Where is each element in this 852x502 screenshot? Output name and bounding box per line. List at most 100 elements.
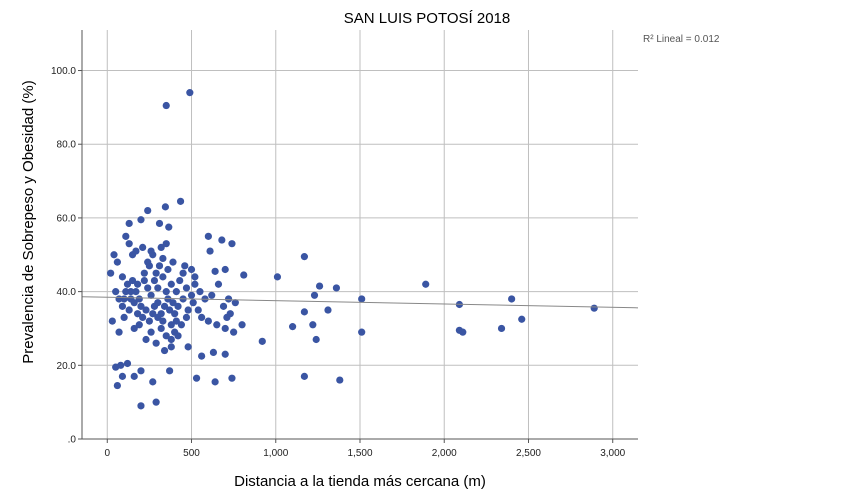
data-point — [115, 328, 123, 336]
data-point — [140, 276, 148, 285]
data-point — [130, 324, 138, 333]
y-tick-label: 40.0 — [57, 287, 77, 298]
data-point — [209, 348, 218, 357]
data-point — [144, 258, 152, 266]
data-point — [122, 232, 130, 240]
data-point — [315, 282, 324, 290]
data-point — [310, 291, 319, 299]
data-point — [159, 273, 167, 281]
data-point — [459, 328, 467, 336]
data-point — [164, 265, 172, 274]
data-point — [118, 273, 127, 281]
data-point — [228, 240, 236, 248]
data-point — [130, 299, 138, 307]
data-point — [137, 367, 145, 375]
data-point — [228, 374, 236, 382]
data-point — [120, 313, 128, 322]
data-point — [174, 332, 182, 340]
y-tick-label: 100.0 — [51, 66, 76, 77]
data-point — [118, 302, 127, 310]
data-point — [206, 247, 214, 255]
data-point — [157, 243, 165, 251]
data-point — [152, 339, 160, 347]
data-point — [219, 302, 228, 310]
data-point — [497, 324, 506, 333]
data-point — [214, 280, 223, 288]
data-point — [218, 236, 226, 244]
data-point — [127, 288, 135, 296]
data-point — [167, 280, 175, 288]
data-point — [167, 343, 175, 351]
data-point — [159, 254, 167, 263]
data-point — [166, 306, 174, 314]
data-point — [112, 288, 120, 296]
data-point — [221, 265, 229, 274]
data-point — [140, 269, 148, 277]
data-point — [172, 288, 180, 296]
data-point — [118, 372, 127, 380]
data-point — [107, 269, 115, 277]
data-point — [174, 302, 182, 310]
data-point — [224, 295, 233, 303]
y-axis-label: Prevalencia de Sobrepeso y Obesidad (%) — [20, 80, 37, 364]
data-point — [176, 197, 185, 205]
x-axis-label: Distancia a la tienda más cercana (m) — [234, 473, 486, 490]
data-point — [135, 295, 143, 303]
data-point — [147, 291, 155, 299]
data-point — [211, 378, 219, 386]
data-point — [125, 306, 133, 314]
data-point — [182, 284, 191, 292]
x-tick-label: 3,000 — [600, 448, 625, 459]
x-tick-label: 0 — [104, 448, 110, 459]
data-point — [192, 374, 201, 382]
data-point — [191, 273, 199, 281]
data-point — [137, 402, 145, 410]
data-point — [221, 324, 229, 333]
data-point — [230, 328, 238, 336]
data-point — [238, 321, 246, 329]
data-point — [184, 343, 192, 351]
data-point — [147, 247, 155, 255]
data-point — [162, 101, 170, 110]
data-point — [125, 219, 133, 228]
data-point — [137, 302, 145, 310]
data-point — [518, 315, 526, 323]
data-point — [122, 288, 130, 296]
data-point — [139, 243, 147, 251]
data-point — [221, 350, 229, 358]
data-point — [194, 306, 202, 314]
data-point — [231, 299, 239, 307]
data-point — [590, 304, 598, 312]
data-point — [128, 276, 137, 285]
data-point — [300, 372, 308, 380]
data-point — [155, 219, 164, 228]
data-point — [167, 321, 175, 329]
data-point — [204, 232, 212, 240]
data-point — [130, 372, 138, 380]
data-point — [189, 299, 197, 307]
data-point — [152, 269, 160, 277]
data-point — [113, 258, 121, 266]
data-point — [160, 302, 169, 310]
data-point — [108, 317, 116, 325]
y-tick-label: 20.0 — [57, 361, 77, 372]
data-point — [157, 324, 165, 333]
data-point — [110, 251, 118, 259]
data-point — [198, 313, 206, 322]
data-point — [132, 288, 140, 296]
data-point — [160, 346, 169, 355]
axis-ticks: 0 500 1,000 1,500 2,000 2,500 3,000 .0 20.0 40.0 6… — [51, 66, 626, 459]
data-point — [332, 284, 341, 292]
data-point — [134, 310, 142, 318]
data-point — [179, 269, 187, 277]
y-tick-label: 60.0 — [57, 213, 77, 224]
data-point — [186, 89, 194, 97]
r2-label: R² Lineal = 0.012 — [643, 34, 720, 45]
data-point — [211, 267, 219, 275]
data-point — [358, 295, 366, 303]
data-point — [300, 253, 308, 261]
data-point — [181, 262, 189, 270]
data-point — [150, 276, 159, 285]
data-point — [204, 317, 212, 325]
data-point — [117, 361, 125, 369]
